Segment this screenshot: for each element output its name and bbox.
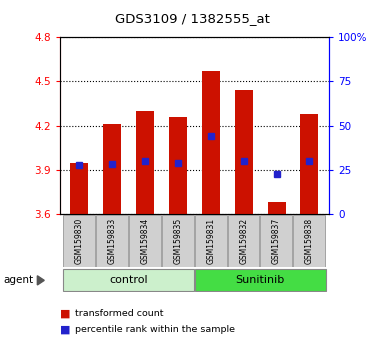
Text: GDS3109 / 1382555_at: GDS3109 / 1382555_at: [115, 12, 270, 25]
Bar: [202, 71, 220, 214]
Text: transformed count: transformed count: [75, 309, 164, 318]
Bar: [228, 215, 259, 267]
Bar: [96, 215, 128, 267]
Bar: [300, 114, 318, 214]
Text: GSM159838: GSM159838: [305, 218, 314, 264]
Text: agent: agent: [4, 275, 34, 285]
Bar: [63, 215, 95, 267]
Bar: [70, 162, 89, 214]
Bar: [63, 269, 194, 291]
Bar: [129, 215, 161, 267]
Text: percentile rank within the sample: percentile rank within the sample: [75, 325, 235, 335]
Bar: [136, 111, 154, 214]
Text: GSM159832: GSM159832: [239, 218, 248, 264]
Text: GSM159834: GSM159834: [141, 218, 150, 264]
Text: Sunitinib: Sunitinib: [236, 275, 285, 285]
Bar: [195, 269, 326, 291]
Bar: [268, 202, 286, 214]
Bar: [162, 215, 194, 267]
Text: ■: ■: [60, 308, 70, 318]
Polygon shape: [37, 276, 44, 285]
Bar: [235, 90, 253, 214]
Bar: [195, 215, 227, 267]
Bar: [293, 215, 325, 267]
Text: ■: ■: [60, 325, 70, 335]
Bar: [103, 124, 121, 214]
Text: GSM159835: GSM159835: [174, 218, 182, 264]
Bar: [261, 215, 292, 267]
Text: GSM159831: GSM159831: [206, 218, 215, 264]
Text: GSM159830: GSM159830: [75, 218, 84, 264]
Text: control: control: [109, 275, 148, 285]
Text: GSM159833: GSM159833: [108, 218, 117, 264]
Bar: [169, 117, 187, 214]
Text: GSM159837: GSM159837: [272, 218, 281, 264]
